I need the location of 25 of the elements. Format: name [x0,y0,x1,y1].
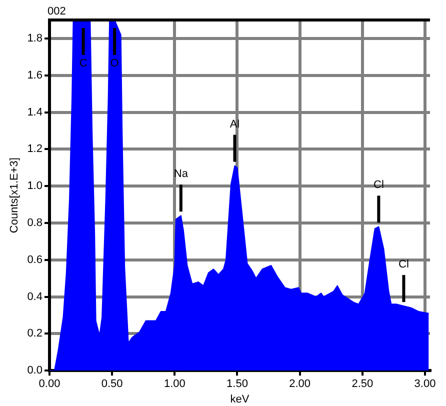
x-tick-label: 1.00 [164,378,186,390]
y-tick-label: 1.2 [27,143,42,156]
x-tick-label: 0.00 [38,378,60,390]
y-tick-label: 0.0 [27,364,42,377]
x-tick-label: 2.00 [289,378,311,390]
y-tick-label: 0.6 [27,254,42,266]
annotation: Cl [398,258,409,271]
x-tick-label: 3.00 [414,378,436,390]
annotation: Al [230,118,240,130]
y-tick-label: 0.4 [27,290,42,303]
y-tick-label: 1.6 [27,69,42,82]
text: 002 [47,6,66,18]
annotation: O [110,58,120,70]
y-tick-label: 0.2 [27,328,42,340]
annotation: Na [174,168,189,180]
y-tick-label: 1.4 [27,106,42,118]
y-tick-label: 1.8 [27,32,42,44]
x-axis-title: keV [230,393,250,406]
annotation: C [79,58,88,70]
x-tick-label: 0.50 [101,378,123,390]
x-tick-label: 2.50 [352,378,374,390]
x-tick-label: 1.50 [226,378,248,390]
y-tick-label: 1.0 [27,180,42,192]
y-tick-label: 0.8 [27,217,42,230]
y-axis-title: Counts[x1.E+3] [8,158,21,234]
